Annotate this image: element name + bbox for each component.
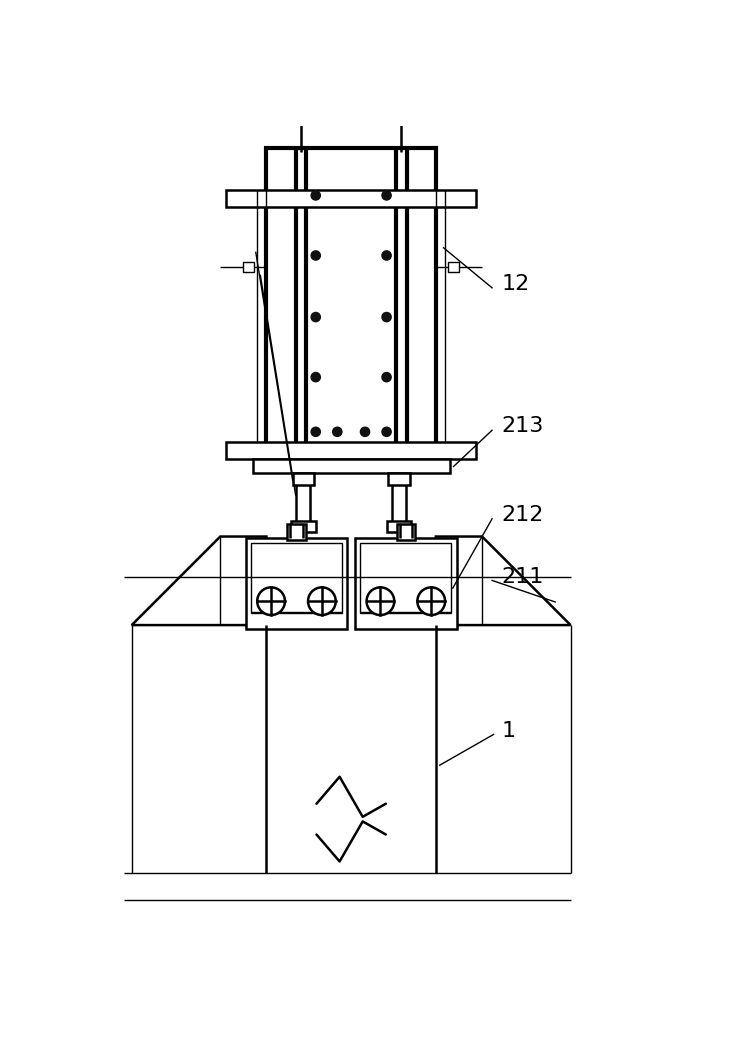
Circle shape [333, 427, 342, 436]
Circle shape [382, 372, 391, 382]
Circle shape [366, 588, 394, 615]
Bar [267, 148, 436, 446]
Bar [243, 263, 254, 271]
Text: 1: 1 [501, 721, 515, 741]
Bar [291, 521, 316, 532]
Bar [360, 543, 451, 613]
Circle shape [257, 588, 285, 615]
Bar [227, 190, 476, 207]
Circle shape [311, 191, 320, 200]
Circle shape [311, 312, 320, 322]
Bar [227, 441, 476, 458]
Circle shape [360, 427, 370, 436]
Circle shape [308, 588, 336, 615]
Text: 12: 12 [501, 274, 529, 294]
Bar [387, 521, 412, 532]
Circle shape [382, 312, 391, 322]
Bar [287, 524, 306, 539]
Circle shape [417, 588, 445, 615]
Circle shape [311, 427, 320, 436]
Circle shape [311, 372, 320, 382]
Bar [355, 538, 457, 628]
Circle shape [311, 251, 320, 260]
Circle shape [382, 427, 391, 436]
Bar [292, 473, 314, 485]
Bar [397, 524, 415, 539]
Bar [253, 458, 450, 473]
Text: 213: 213 [501, 416, 544, 436]
Text: 212: 212 [501, 504, 544, 524]
Text: 211: 211 [501, 566, 544, 586]
Circle shape [382, 251, 391, 260]
Bar [388, 473, 409, 485]
Bar [251, 543, 342, 613]
Circle shape [382, 191, 391, 200]
Bar [246, 538, 347, 628]
Bar [448, 263, 459, 271]
